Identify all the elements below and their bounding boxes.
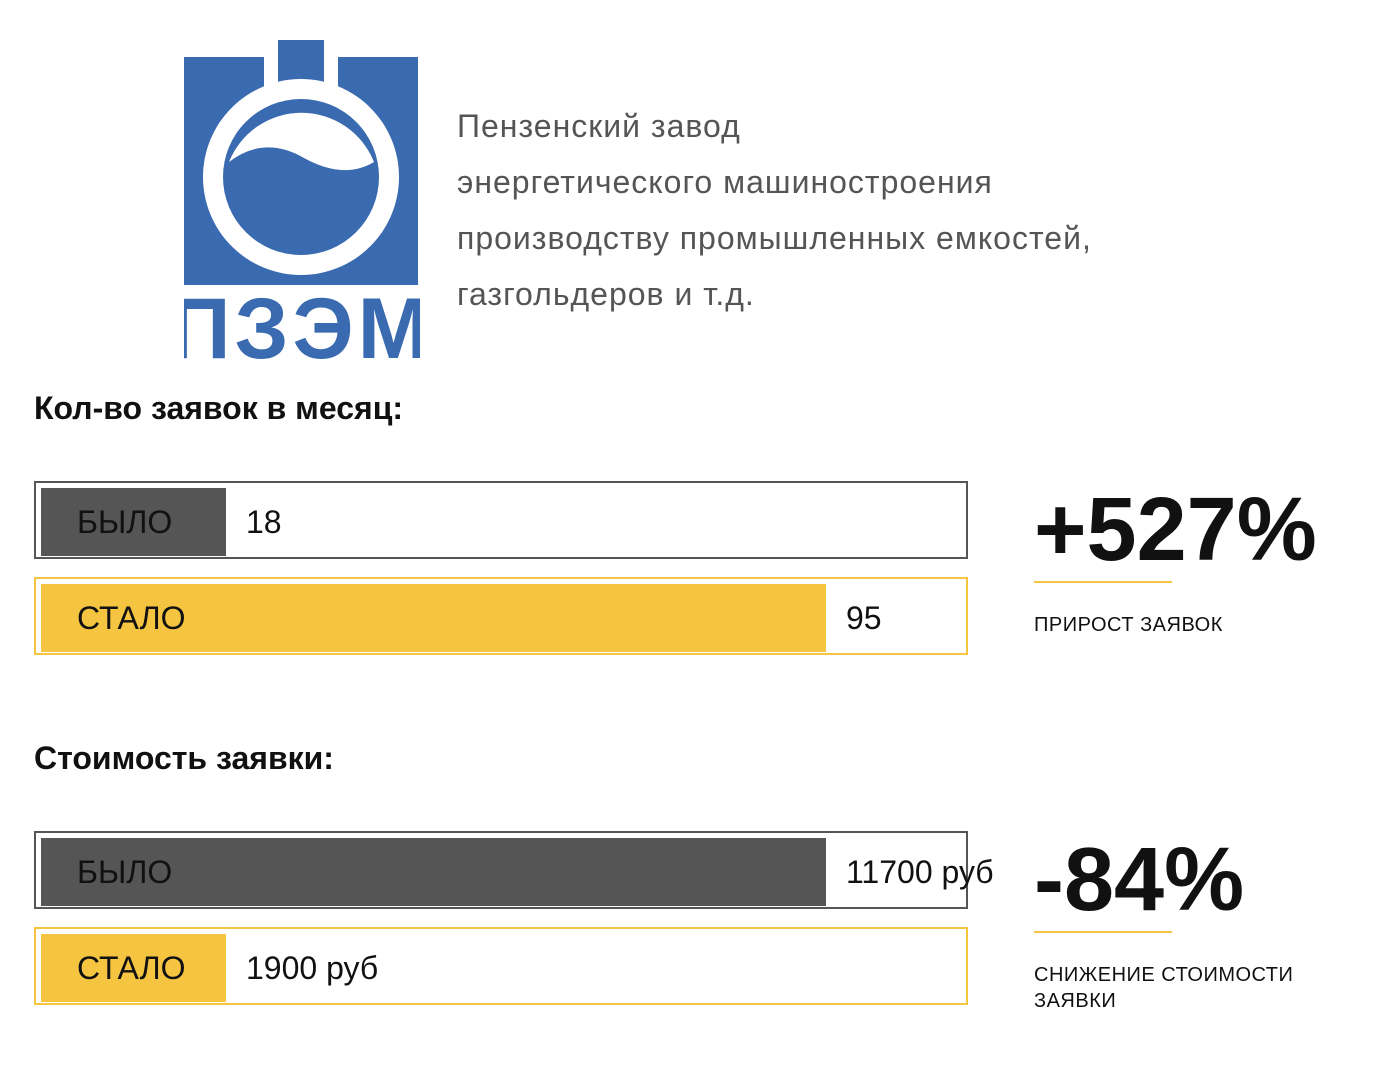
description-line: Пензенский завод <box>457 108 741 144</box>
bar: БЫЛО <box>41 488 226 556</box>
logo: ПЗЭМ <box>184 40 420 360</box>
stat-caption: ПРИРОСТ ЗАЯВОК <box>1034 614 1223 636</box>
bar-label: СТАЛО <box>77 600 186 636</box>
description-line: газгольдеров и т.д. <box>457 276 755 312</box>
stat: +527% <box>1034 480 1317 580</box>
bar-row: СТАЛО 1900 руб <box>34 927 968 1005</box>
description-line: энергетического машиностроения <box>457 164 993 200</box>
bar-label: СТАЛО <box>77 950 186 986</box>
stat-rule <box>1034 581 1172 583</box>
stat: -84% <box>1034 830 1245 930</box>
bar-value: 11700 руб <box>846 854 994 890</box>
bar-value: 1900 руб <box>246 950 379 986</box>
section-title: Стоимость заявки: <box>34 740 334 776</box>
description: Пензенский завод энергетического машиност… <box>457 98 1092 322</box>
bar-value: 18 <box>246 504 282 540</box>
section-title: Кол-во заявок в месяц: <box>34 390 404 426</box>
bar-row: БЫЛО 11700 руб <box>34 831 994 909</box>
bar-value: 95 <box>846 600 882 636</box>
bar-label: БЫЛО <box>77 854 173 890</box>
logo-text: ПЗЭМ <box>184 281 420 360</box>
bar: БЫЛО <box>41 838 826 906</box>
stat-rule <box>1034 931 1172 933</box>
bar-label: БЫЛО <box>77 504 173 540</box>
bar-row: БЫЛО 18 <box>34 481 968 559</box>
bar: СТАЛО <box>41 584 826 652</box>
bar-row: СТАЛО 95 <box>34 577 968 655</box>
description-line: производству промышленных емкостей, <box>457 220 1092 256</box>
stat-caption: СНИЖЕНИЕ СТОИМОСТИ ЗАЯВКИ <box>1034 964 1294 1012</box>
bar: СТАЛО <box>41 934 226 1002</box>
